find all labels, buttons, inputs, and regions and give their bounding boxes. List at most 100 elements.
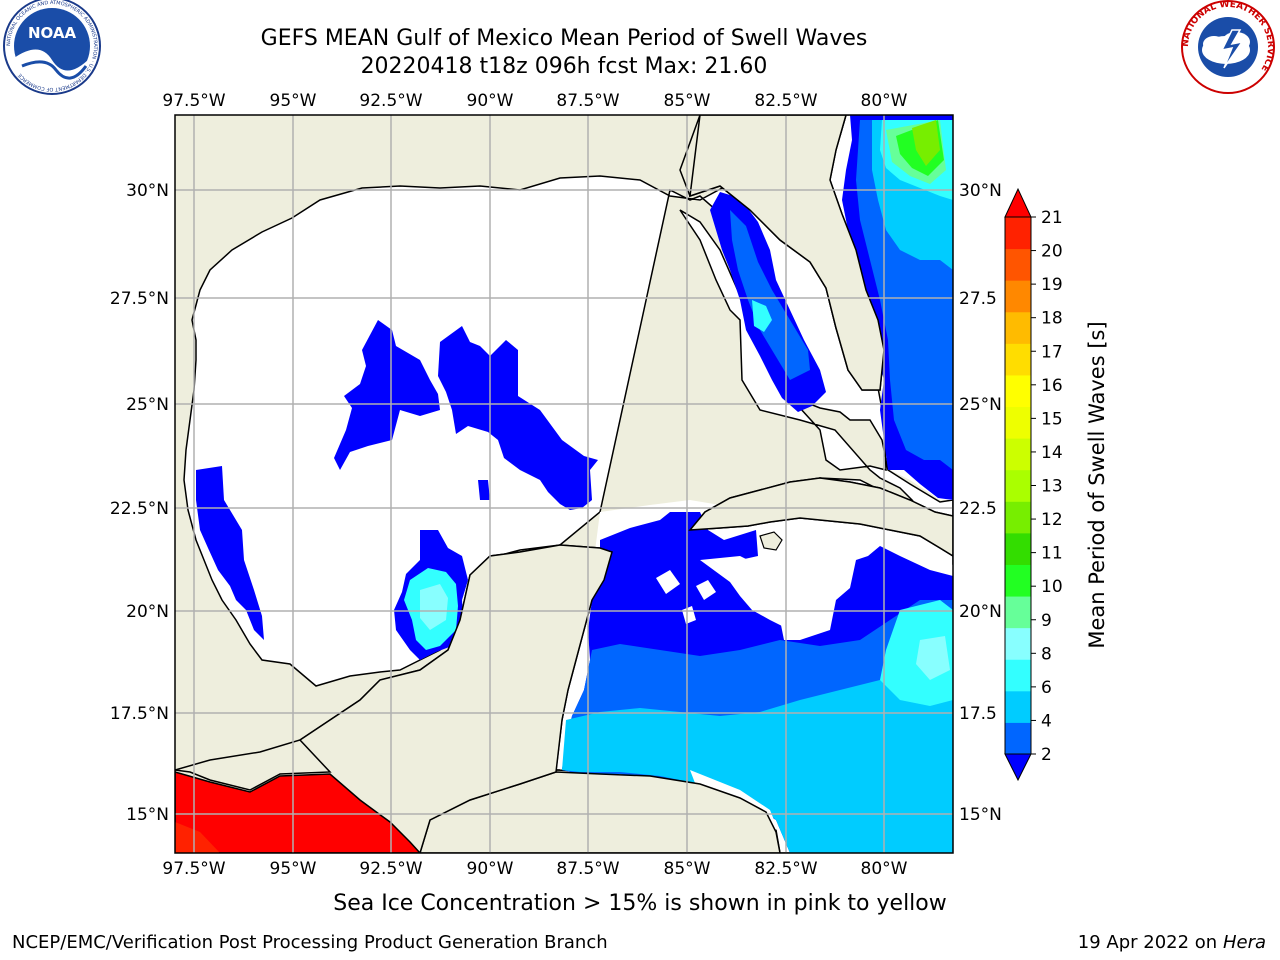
colorbar-segment — [1005, 343, 1031, 376]
noaa-logo-text: NOAA — [28, 24, 77, 42]
colorbar-segment — [1005, 627, 1031, 660]
contour-patch-florida-west-light — [752, 300, 772, 332]
colorbar-tick-label: 12 — [1041, 510, 1063, 530]
colorbar-segment — [1005, 532, 1031, 565]
lat-label-left: 22.5°N — [110, 499, 169, 519]
graticule — [175, 115, 953, 853]
lon-label-bottom: 90°W — [467, 859, 514, 879]
lat-label-left: 27.5°N — [110, 289, 169, 309]
lat-label-right: 25°N — [959, 395, 1002, 415]
lon-label-top: 97.5°W — [162, 91, 225, 111]
lon-label-top: 95°W — [270, 91, 317, 111]
map-panel — [175, 115, 953, 853]
lon-label-top: 82.5°W — [754, 91, 817, 111]
contour-patch-yucatan-channel-north — [478, 480, 490, 500]
contour-patch-central — [334, 320, 440, 470]
credit-branch: NCEP/EMC/Verification Post Processing Pr… — [12, 932, 608, 953]
land-overlay-cuba — [688, 477, 953, 557]
lat-labels-left: 30°N 27.5°N 25°N 22.5°N 20°N 17.5°N 15°N — [110, 181, 169, 825]
lat-label-left: 30°N — [126, 181, 169, 201]
colorbar-segment — [1005, 469, 1031, 502]
lon-label-top: 85°W — [664, 91, 711, 111]
lat-label-right: 22.5 — [959, 499, 997, 519]
colorbar-segment — [1005, 596, 1031, 629]
colorbar-segment — [1005, 280, 1031, 313]
lon-labels-top: 97.5°W 95°W 92.5°W 90°W 87.5°W 85°W 82.5… — [162, 91, 907, 111]
lon-labels-bottom: 97.5°W 95°W 92.5°W 90°W 87.5°W 85°W 82.5… — [162, 859, 907, 879]
colorbar-tick-label: 16 — [1041, 376, 1063, 396]
colorbar-segment — [1005, 311, 1031, 344]
colorbar-segment — [1005, 374, 1031, 408]
contour-hole-2 — [656, 570, 680, 594]
colorbar-tick-label: 15 — [1041, 409, 1063, 429]
lon-label-bottom: 95°W — [270, 859, 317, 879]
map-frame — [174, 114, 954, 854]
contour-patch-caribbean-light — [562, 650, 953, 853]
isla-juventud-land — [759, 531, 783, 551]
credit-date-text: 19 Apr 2022 on — [1077, 932, 1223, 953]
lat-label-left: 17.5°N — [110, 704, 169, 724]
colorbar-tick-label: 8 — [1041, 644, 1052, 664]
lat-label-left: 15°N — [126, 805, 169, 825]
lon-label-bottom: 80°W — [861, 859, 908, 879]
lat-label-left: 20°N — [126, 602, 169, 622]
swell-contours — [175, 115, 953, 853]
colorbar-segment — [1005, 690, 1031, 723]
colorbar-extend-max — [1004, 187, 1032, 218]
lon-label-bottom: 87.5°W — [556, 859, 619, 879]
noaa-logo: NOAA NATIONAL OCEANIC AND ATMOSPHERIC AD… — [3, 0, 101, 95]
contour-patch-campeche-mid — [420, 584, 448, 630]
colorbar-tick-label: 19 — [1041, 275, 1063, 295]
colorbar-segment — [1005, 406, 1031, 439]
contour-patch-caribbean-pale — [916, 636, 950, 680]
contour-patch-atlantic-lime — [912, 120, 940, 166]
colorbar-tick-label: 2 — [1041, 745, 1052, 765]
colorbar-tick-label: 4 — [1041, 711, 1052, 731]
colorbar-tick-label: 21 — [1041, 208, 1063, 228]
colorbar-tick-label: 10 — [1041, 577, 1063, 597]
colorbar-tick-label: 13 — [1041, 477, 1063, 497]
colorbar-segment — [1005, 564, 1031, 597]
colorbar-tick-label: 9 — [1041, 611, 1052, 631]
contour-patch-florida-west-mid — [730, 210, 810, 380]
colorbar-tick-label: 17 — [1041, 342, 1063, 362]
colorbar-tick-label: 20 — [1041, 242, 1063, 262]
lat-label-left: 25°N — [126, 395, 169, 415]
sea-ice-note: Sea Ice Concentration > 15% is shown in … — [333, 891, 947, 916]
colorbar-segment — [1005, 248, 1031, 281]
nws-logo: NATIONAL WEATHER SERVICE — [1181, 0, 1275, 94]
colorbar-tick-label: 18 — [1041, 309, 1063, 329]
colorbar-tick-label: 6 — [1041, 678, 1052, 698]
lon-label-bottom: 85°W — [664, 859, 711, 879]
colorbar: 2 4 6 8 9 10 11 12 13 14 15 16 17 18 19 20 21 — [1004, 187, 1063, 782]
colorbar-tick-label: 14 — [1041, 443, 1063, 463]
credit-date: 19 Apr 2022 on Hera — [1078, 932, 1266, 953]
contour-patch-west — [196, 466, 264, 640]
lon-label-bottom: 97.5°W — [162, 859, 225, 879]
lat-label-right: 30°N — [959, 181, 1002, 201]
contour-patch-east-central — [438, 326, 598, 510]
contour-patch-pacific-orange-red-top — [175, 822, 220, 853]
contour-patch-caribbean-cyan — [880, 600, 953, 706]
credit-machine: Hera — [1222, 932, 1266, 953]
contour-hole-3 — [696, 580, 716, 600]
map-subtitle-forecast: 20220418 t18z 096h fcst Max: 21.60 — [360, 54, 768, 79]
colorbar-label: Mean Period of Swell Waves [s] — [1085, 321, 1109, 649]
lon-label-top: 80°W — [861, 91, 908, 111]
colorbar-extend-min — [1004, 753, 1032, 782]
lon-label-bottom: 92.5°W — [359, 859, 422, 879]
lon-label-top: 90°W — [467, 91, 514, 111]
lat-label-right: 17.5 — [959, 704, 997, 724]
colorbar-segment — [1005, 217, 1031, 250]
colorbar-segment — [1005, 501, 1031, 534]
map-title: GEFS MEAN Gulf of Mexico Mean Period of … — [260, 26, 868, 51]
colorbar-segment — [1005, 659, 1031, 692]
lat-label-right: 20°N — [959, 602, 1002, 622]
land-overlay-florida — [689, 115, 885, 391]
lat-label-right: 15°N — [959, 805, 1002, 825]
lat-labels-right: 30°N 27.5 25°N 22.5 20°N 17.5 15°N — [959, 181, 1002, 825]
colorbar-tick-label: 11 — [1041, 544, 1063, 564]
lon-label-top: 92.5°W — [359, 91, 422, 111]
colorbar-segment — [1005, 722, 1031, 755]
